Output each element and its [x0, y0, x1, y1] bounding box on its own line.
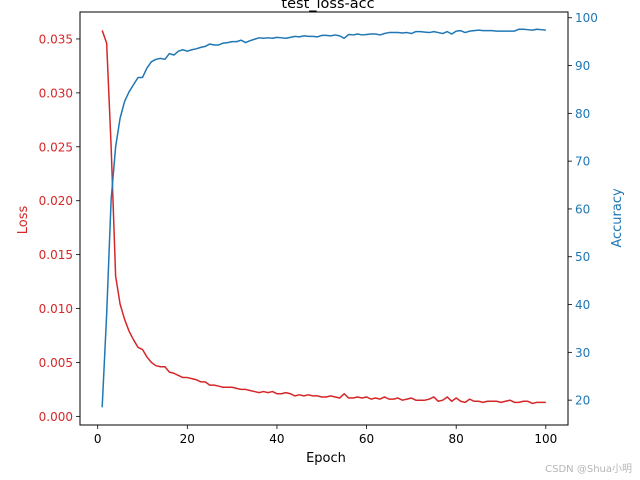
right-tick-label: 20 — [575, 394, 590, 408]
left-tick-label: 0.010 — [39, 302, 73, 316]
right-tick-label: 60 — [575, 202, 590, 216]
x-tick-label: 0 — [94, 432, 102, 446]
left-tick-label: 0.035 — [39, 32, 73, 46]
accuracy-series-line — [101, 28, 546, 408]
loss-series-line — [101, 30, 546, 405]
right-axis-label: Accuracy — [610, 188, 625, 248]
right-tick-label: 90 — [575, 59, 590, 73]
watermark: CSDN @Shua小明 — [545, 463, 632, 475]
x-axis-ticks: 0 20 40 60 80 100 — [94, 425, 557, 446]
right-tick-label: 50 — [575, 250, 590, 264]
right-tick-label: 30 — [575, 346, 590, 360]
x-tick-label: 60 — [359, 432, 374, 446]
left-tick-label: 0.030 — [39, 86, 73, 100]
right-tick-label: 100 — [575, 11, 598, 25]
x-tick-label: 20 — [180, 432, 195, 446]
left-tick-label: 0.015 — [39, 248, 73, 262]
left-tick-label: 0.025 — [39, 140, 73, 154]
right-tick-label: 70 — [575, 155, 590, 169]
chart-title: test_loss-acc — [281, 0, 374, 12]
x-axis-label: Epoch — [306, 451, 346, 466]
x-tick-label: 100 — [534, 432, 557, 446]
series-layer — [101, 28, 546, 408]
plot-frame — [79, 11, 569, 426]
left-axis-label: Loss — [16, 206, 31, 235]
x-tick-label: 40 — [269, 432, 284, 446]
left-tick-label: 0.005 — [39, 356, 73, 370]
left-axis-ticks: 0.000 0.005 0.010 0.015 0.020 0.025 0.030 0.035 — [39, 32, 80, 424]
right-tick-label: 80 — [575, 107, 590, 121]
right-axis-ticks: 20 30 40 50 60 70 80 90 100 — [568, 11, 598, 408]
left-tick-label: 0.000 — [39, 410, 73, 424]
right-tick-label: 40 — [575, 298, 590, 312]
left-tick-label: 0.020 — [39, 194, 73, 208]
x-tick-label: 80 — [449, 432, 464, 446]
